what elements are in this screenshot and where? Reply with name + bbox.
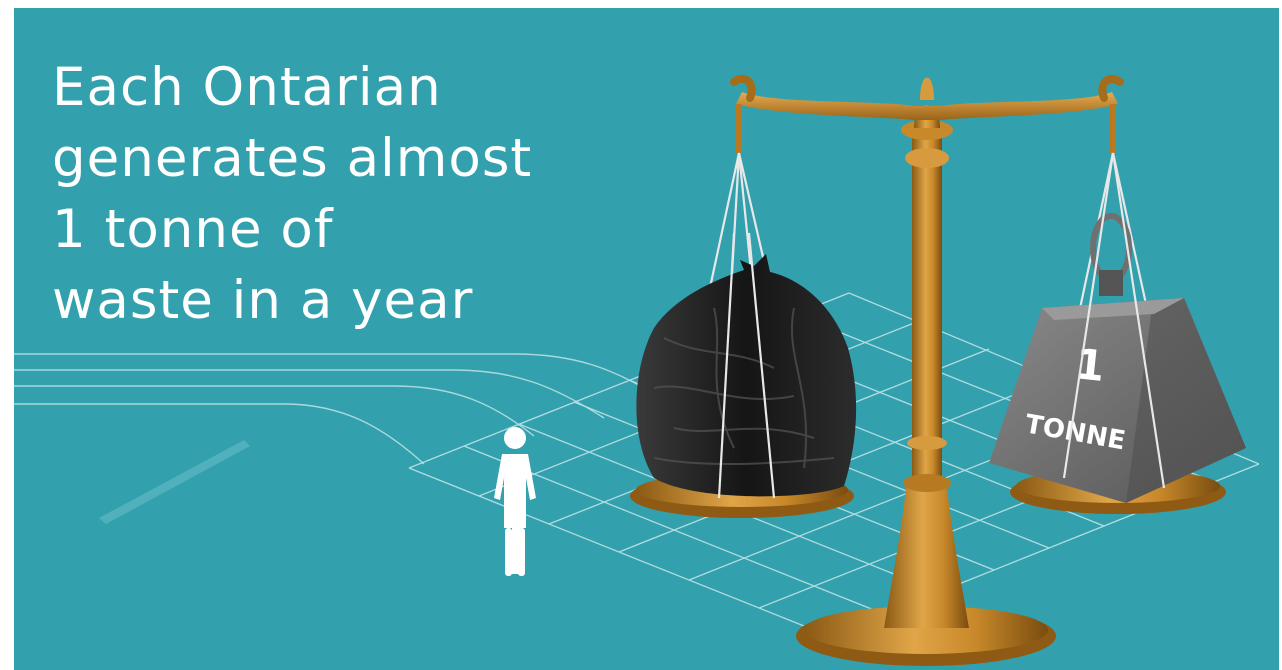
weight-icon: 1 TONNE	[989, 152, 1246, 503]
person-icon	[494, 427, 536, 576]
flow-lines	[14, 353, 665, 465]
headline-line-4: waste in a year	[52, 270, 474, 331]
garbage-bag-icon	[636, 232, 857, 499]
headline-line-2: generates almost	[52, 128, 533, 189]
headline-line-1: Each Ontarian	[52, 57, 442, 118]
headline-line-3: 1 tonne of	[52, 199, 334, 260]
infographic-panel: 1 TONNE Each Ontarian generates almost 1…	[14, 8, 1279, 670]
light-streak	[99, 440, 250, 524]
scene-illustration: 1 TONNE	[14, 74, 1260, 666]
headline: Each Ontarian generates almost 1 tonne o…	[52, 52, 532, 336]
